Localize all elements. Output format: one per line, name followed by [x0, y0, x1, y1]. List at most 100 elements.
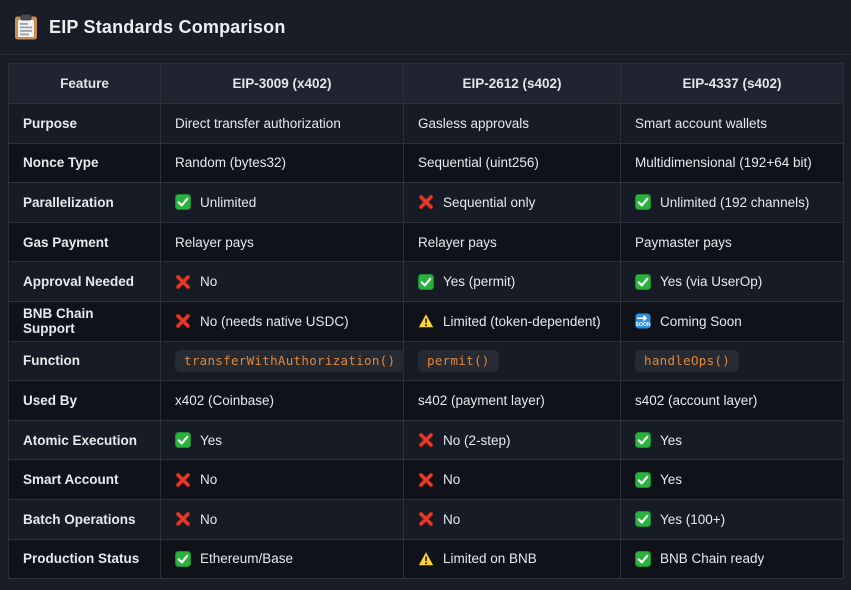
table-row: Smart Account No No Yes: [8, 459, 844, 500]
column-header-2: EIP-2612 (s402): [403, 63, 621, 104]
table-row: Nonce Type Random (bytes32) Sequential (ui…: [8, 142, 844, 184]
cell-text: No: [443, 511, 461, 527]
check-icon: [635, 511, 651, 528]
cell-text: Limited on BNB: [443, 551, 537, 567]
cross-icon: [418, 511, 434, 527]
cell-text: Yes: [660, 432, 683, 448]
cell-text: x402 (Coinbase): [175, 392, 275, 408]
value-cell: Yes (100+): [620, 498, 844, 540]
check-icon: [175, 194, 191, 211]
feature-label: Production Status: [8, 538, 161, 580]
cell-text: Coming Soon: [660, 313, 742, 329]
title-bar: EIP Standards Comparison: [0, 0, 851, 55]
cell-text: s402 (payment layer): [418, 392, 545, 408]
cross-icon: [418, 194, 434, 210]
value-cell: No: [160, 498, 404, 540]
value-cell: Limited (token-dependent): [403, 300, 621, 342]
value-cell: Yes: [620, 459, 844, 500]
table-row: Atomic Execution Yes No (2-step) Yes: [8, 419, 844, 461]
value-cell: No (needs native USDC): [160, 300, 404, 342]
value-cell: s402 (account layer): [620, 380, 844, 421]
value-cell: Limited on BNB: [403, 538, 621, 580]
table-body: Purpose Direct transfer authorization Gasl…: [8, 103, 844, 580]
column-header-1: EIP-3009 (x402): [160, 63, 404, 104]
value-cell: Gasless approvals: [403, 103, 621, 144]
cell-text: Limited (token-dependent): [443, 313, 601, 329]
soon-icon: SOON: [635, 313, 651, 329]
table-row: Approval Needed No Yes (permit) Yes (via Us…: [8, 261, 844, 302]
feature-label: Purpose: [8, 103, 161, 144]
value-cell: Random (bytes32): [160, 142, 404, 184]
value-cell: Relayer pays: [403, 221, 621, 263]
table-row: Purpose Direct transfer authorization Gasl…: [8, 103, 844, 144]
cell-text: Relayer pays: [418, 234, 497, 250]
cell-text: Ethereum/Base: [200, 551, 294, 567]
cell-text: No: [200, 274, 218, 290]
check-icon: [635, 432, 651, 449]
value-cell: permit(): [403, 340, 621, 382]
cell-text: s402 (account layer): [635, 392, 758, 408]
cell-text: No: [443, 472, 461, 488]
table-row: BNB Chain Support No (needs native USDC) L…: [8, 300, 844, 342]
cell-text: Random (bytes32): [175, 155, 287, 171]
table-row: Function transferWithAuthorization() permi…: [8, 340, 844, 382]
cell-text: Direct transfer authorization: [175, 115, 341, 131]
value-cell: Multidimensional (192+64 bit): [620, 142, 844, 184]
check-icon: [635, 194, 651, 211]
page-title: EIP Standards Comparison: [49, 16, 286, 37]
cell-text: Multidimensional (192+64 bit): [635, 155, 812, 171]
feature-label: Gas Payment: [8, 221, 161, 263]
feature-label: Atomic Execution: [8, 419, 161, 461]
code-value: handleOps(): [635, 349, 740, 372]
check-icon: [635, 273, 651, 290]
column-header-3: EIP-4337 (s402): [620, 63, 844, 104]
cross-icon: [175, 511, 191, 527]
value-cell: No: [160, 261, 404, 302]
value-cell: No (2-step): [403, 419, 621, 461]
column-header-0: Feature: [8, 63, 161, 104]
value-cell: Ethereum/Base: [160, 538, 404, 580]
feature-label: BNB Chain Support: [8, 300, 161, 342]
cross-icon: [418, 432, 434, 448]
cross-icon: [418, 472, 434, 488]
value-cell: Sequential only: [403, 182, 621, 223]
check-icon: [175, 432, 191, 449]
feature-label: Approval Needed: [8, 261, 161, 302]
code-value: permit(): [418, 349, 499, 372]
table-container: Feature EIP-3009 (x402) EIP-2612 (s402) EIP…: [0, 55, 851, 587]
value-cell: handleOps(): [620, 340, 844, 382]
table-header: Feature EIP-3009 (x402) EIP-2612 (s402) EIP…: [8, 63, 844, 104]
cell-text: No (2-step): [443, 432, 511, 448]
cell-text: No: [200, 511, 218, 527]
cell-text: BNB Chain ready: [660, 551, 765, 567]
check-icon: [635, 471, 651, 488]
cell-text: Smart account wallets: [635, 115, 768, 131]
cross-icon: [175, 472, 191, 488]
check-icon: [635, 550, 651, 567]
cell-text: Yes (via UserOp): [660, 274, 763, 290]
value-cell: No: [403, 498, 621, 540]
cell-text: Gasless approvals: [418, 115, 530, 131]
value-cell: Yes (permit): [403, 261, 621, 302]
table-row: Parallelization Unlimited Sequential only U…: [8, 182, 844, 223]
cell-text: Paymaster pays: [635, 234, 732, 250]
cell-text: Yes: [660, 472, 683, 488]
value-cell: BNB Chain ready: [620, 538, 844, 580]
check-icon: [175, 550, 191, 567]
warning-icon: [418, 551, 434, 567]
table-row: Batch Operations No No Yes (100+): [8, 498, 844, 540]
feature-label: Smart Account: [8, 459, 161, 500]
cell-text: Sequential (uint256): [418, 155, 539, 171]
cell-text: No (needs native USDC): [200, 313, 349, 329]
cross-icon: [175, 313, 191, 329]
check-icon: [418, 273, 434, 290]
cell-text: Sequential only: [443, 194, 536, 210]
value-cell: Direct transfer authorization: [160, 103, 404, 144]
value-cell: SOON Coming Soon: [620, 300, 844, 342]
cell-text: Yes (100+): [660, 511, 726, 527]
svg-text:SOON: SOON: [635, 322, 651, 328]
code-value: transferWithAuthorization(): [175, 349, 405, 372]
table-row: Gas Payment Relayer pays Relayer pays Payma…: [8, 221, 844, 263]
value-cell: Smart account wallets: [620, 103, 844, 144]
value-cell: transferWithAuthorization(): [160, 340, 405, 382]
